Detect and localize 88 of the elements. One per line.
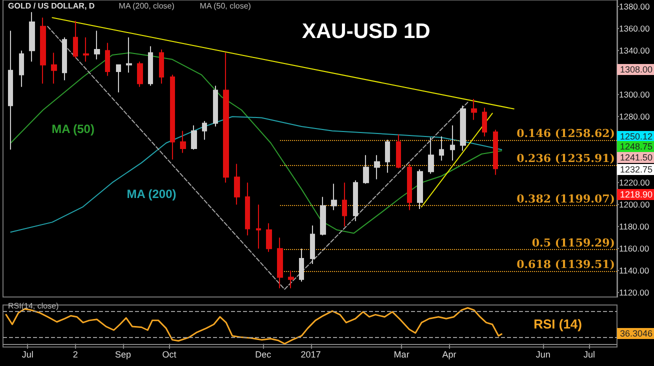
y-tick-label: 1340.00: [619, 46, 650, 56]
text: 36.3046: [620, 328, 653, 338]
ref-line-label: 0.382 (1199.07): [516, 192, 615, 206]
candlestick: [126, 36, 132, 74]
series-label: MA (200): [126, 186, 176, 201]
annotation: MA (200, close): [118, 2, 175, 10]
candlestick: [105, 42, 110, 76]
candlestick: [428, 137, 434, 174]
candlestick: [8, 30, 13, 150]
annotation: MA (50, close): [200, 2, 252, 10]
y-tick-label: 1160.00: [619, 244, 650, 254]
candlestick: [180, 130, 186, 154]
candlestick: [363, 154, 369, 184]
y-tick-label: 1180.00: [619, 222, 650, 232]
candlestick: [94, 30, 100, 60]
y-tick-label: 1200.00: [619, 200, 650, 210]
candlestick: [19, 50, 24, 88]
y-tick-label: 1220.00: [619, 178, 650, 188]
text: XAU-USD 1D: [302, 20, 430, 43]
candlestick: [471, 98, 477, 120]
text: 1241.50: [620, 152, 653, 162]
candlestick: [266, 222, 272, 252]
ref-line-label: 0.236 (1235.91): [516, 152, 615, 166]
candlestick: [482, 107, 487, 137]
y-tick-label: 1140.00: [619, 266, 650, 276]
x-tick-label: Apr: [442, 350, 456, 360]
candlestick: [159, 49, 164, 84]
candlestick: [374, 154, 380, 180]
ref-line-label: 0.5 (1159.29): [532, 236, 615, 250]
candlestick: [40, 17, 46, 84]
x-tick-label: Dec: [255, 350, 272, 360]
candlestick: [493, 129, 498, 176]
x-tick-label: 2017: [300, 350, 321, 360]
candlestick: [439, 136, 444, 162]
ref-line-label: 0.146 (1258.62): [516, 127, 615, 140]
x-tick-label: Jun: [536, 350, 550, 360]
text: 1308.00: [620, 64, 653, 74]
y-tick-label: 1380.00: [619, 2, 650, 12]
text: 1232.75: [620, 164, 653, 174]
text: 1250.12: [620, 132, 653, 142]
candlestick: [73, 20, 78, 59]
candlestick: [450, 124, 455, 162]
series-label: MA (50): [52, 122, 94, 136]
candlestick: [331, 183, 337, 211]
candlestick: [191, 124, 197, 150]
line-series: [10, 116, 502, 233]
candlestick: [62, 36, 67, 81]
candlestick: [342, 182, 347, 228]
candlestick: [256, 204, 261, 250]
y-tick-label: 1280.00: [619, 112, 650, 122]
candlestick: [277, 237, 283, 289]
candlestick: [223, 52, 229, 184]
candlestick: [299, 248, 304, 282]
ref-line-label: 0.618 (1139.51): [516, 258, 615, 272]
candlestick: [407, 163, 412, 211]
x-tick-label: Jul: [22, 350, 34, 360]
x-tick-label: 2: [72, 350, 78, 360]
x-tick-label: Oct: [162, 350, 177, 360]
candlestick: [245, 182, 250, 236]
candlestick: [116, 64, 121, 93]
candlestick: [417, 168, 423, 210]
candlestick: [148, 46, 153, 86]
candlestick: [137, 61, 143, 88]
candlestick: [396, 134, 401, 169]
y-tick-label: 1360.00: [619, 24, 650, 34]
candlestick: [234, 163, 240, 206]
y-tick-label: 1300.00: [619, 90, 650, 100]
y-tick-label: 1120.00: [619, 288, 650, 298]
candlestick: [320, 196, 326, 236]
candlestick: [213, 85, 218, 127]
chart-subtitle: GOLD / US DOLLAR, D: [8, 2, 95, 10]
candlestick: [460, 105, 466, 152]
candlestick: [385, 139, 390, 174]
candlestick: [202, 120, 207, 140]
text: RSI (14): [534, 316, 582, 332]
candlestick: [353, 180, 358, 222]
x-tick-label: Jul: [584, 350, 596, 360]
candlestick: [29, 12, 35, 62]
text: 1218.90: [620, 190, 653, 200]
x-tick-label: Sep: [115, 350, 132, 360]
candlestick: [310, 225, 315, 264]
candlestick: [83, 36, 89, 62]
candlestick: [51, 52, 57, 84]
x-tick-label: Mar: [394, 350, 410, 360]
line-series: [10, 52, 502, 234]
text: 1248.75: [620, 142, 653, 152]
candlestick: [170, 74, 175, 160]
candlestick: [288, 270, 294, 289]
